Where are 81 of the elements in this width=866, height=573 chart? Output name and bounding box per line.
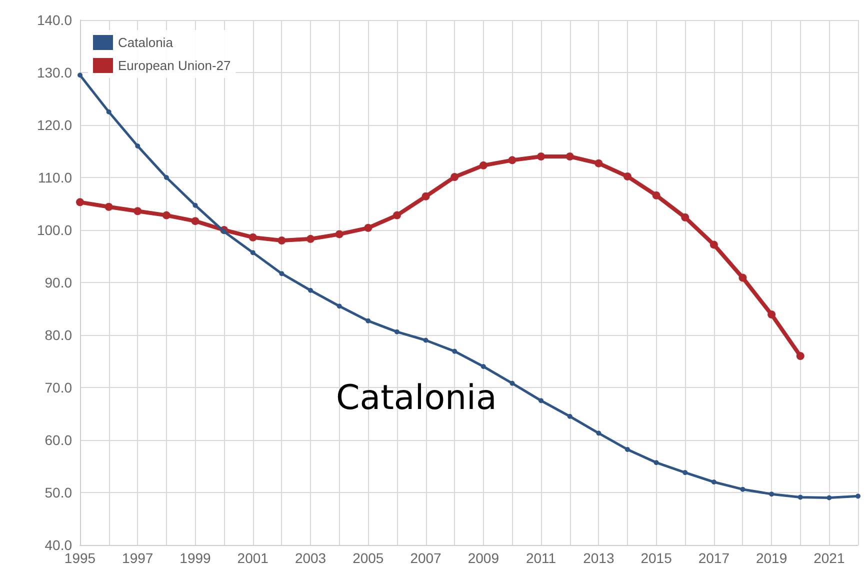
point <box>366 318 371 324</box>
x-tick-label: 2021 <box>814 550 845 566</box>
y-tick-label: 80.0 <box>44 327 72 343</box>
x-tick-label: 2015 <box>640 550 672 566</box>
x-tick-label: 2019 <box>756 550 788 566</box>
x-tick-label: 2017 <box>698 550 730 566</box>
point <box>335 230 344 238</box>
point <box>134 207 142 216</box>
x-tick-label: 2007 <box>410 550 442 566</box>
point <box>394 329 400 334</box>
point <box>798 494 803 500</box>
x-tick-label: 2001 <box>237 550 269 566</box>
point <box>768 310 776 319</box>
y-tick-label: 130.0 <box>36 64 72 80</box>
point <box>510 380 515 386</box>
point <box>479 161 488 170</box>
point <box>681 213 690 222</box>
point <box>769 492 774 497</box>
y-tick-label: 60.0 <box>44 432 72 448</box>
point <box>508 156 516 164</box>
point <box>738 274 747 282</box>
x-tick-label: 1997 <box>122 550 154 566</box>
point <box>422 192 430 200</box>
y-tick-label: 50.0 <box>44 484 72 500</box>
point <box>392 211 401 220</box>
point <box>537 152 546 160</box>
point <box>826 495 832 500</box>
legend-label: European Union-27 <box>118 58 231 73</box>
y-tick-label: 70.0 <box>44 380 72 396</box>
point <box>796 352 804 360</box>
point <box>279 271 284 276</box>
y-tick-label: 140.0 <box>36 12 72 28</box>
point <box>250 250 256 256</box>
point <box>135 144 140 148</box>
point <box>191 217 200 226</box>
point <box>450 172 459 181</box>
x-tick-label: 2011 <box>526 550 556 566</box>
point <box>336 304 342 309</box>
point <box>624 446 630 452</box>
annotation: Catalonia <box>336 378 497 418</box>
point <box>711 480 716 484</box>
y-tick-label: 100.0 <box>36 222 72 238</box>
point <box>222 229 227 234</box>
point <box>104 202 113 211</box>
point <box>710 240 718 249</box>
point <box>278 236 286 244</box>
point <box>423 338 428 343</box>
x-tick-label: 2003 <box>294 550 326 566</box>
point <box>452 348 458 354</box>
point <box>623 172 632 180</box>
point <box>192 202 198 208</box>
point <box>308 288 314 293</box>
x-tick-label: 1999 <box>180 550 212 566</box>
point <box>682 470 688 476</box>
point <box>76 198 84 206</box>
legend-label: Catalonia <box>118 35 174 50</box>
point <box>538 398 544 404</box>
point <box>740 486 746 492</box>
y-tick-label: 120.0 <box>36 117 72 133</box>
point <box>164 175 169 180</box>
x-tick-label: 1995 <box>64 550 96 566</box>
point <box>566 152 574 160</box>
point <box>652 191 660 200</box>
point <box>78 72 82 78</box>
x-tick-label: 2005 <box>352 550 384 566</box>
y-tick-label: 110.0 <box>38 170 72 186</box>
y-tick-label: 90.0 <box>44 274 72 290</box>
point <box>567 414 572 419</box>
point <box>856 494 860 499</box>
point <box>654 460 659 466</box>
point <box>480 364 486 369</box>
point <box>364 224 372 232</box>
point <box>248 233 257 242</box>
point <box>306 234 315 243</box>
point <box>594 159 603 168</box>
point <box>162 211 170 220</box>
point <box>106 109 112 114</box>
y-tick-label: 40.0 <box>44 537 72 553</box>
x-tick-label: 2013 <box>583 550 614 566</box>
point <box>596 430 602 436</box>
x-tick-label: 2009 <box>468 550 500 566</box>
